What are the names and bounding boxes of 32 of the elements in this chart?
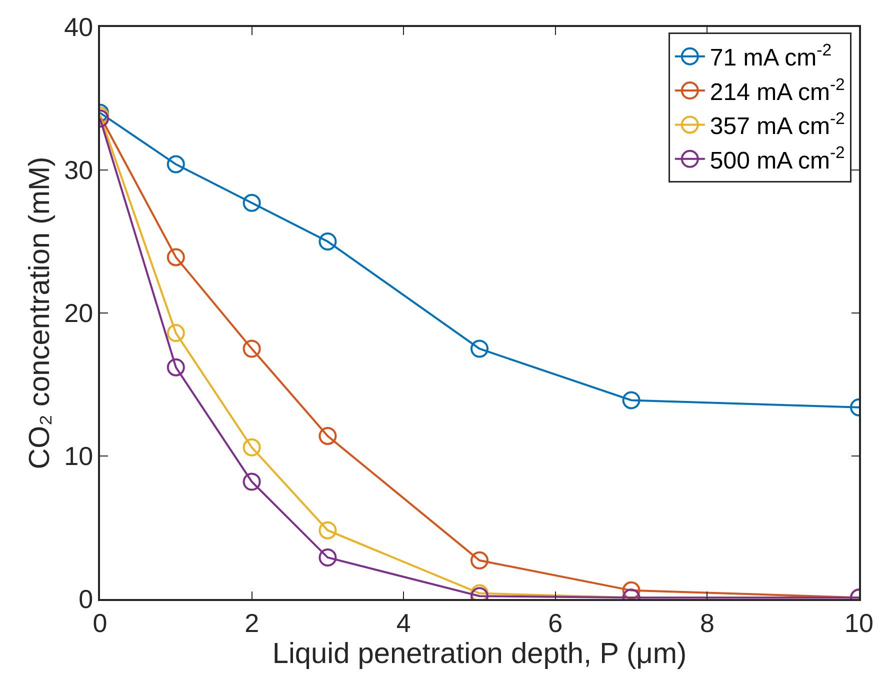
x-tick-label: 10 — [844, 608, 874, 638]
legend-label: 500 mA cm$^{-2}$ — [710, 143, 845, 174]
point — [242, 194, 261, 212]
point — [318, 548, 337, 567]
y-tick-label: 10 — [64, 441, 94, 472]
x-tick-label: 4 — [396, 608, 411, 638]
y-tick-label: 30 — [64, 155, 94, 186]
x-tick-label: 2 — [244, 608, 260, 638]
point — [470, 551, 488, 570]
point — [242, 340, 261, 358]
legend-label: 214 mA cm$^{-2}$ — [710, 74, 845, 106]
point — [166, 155, 185, 174]
point — [166, 248, 185, 266]
point — [318, 232, 337, 250]
point — [318, 521, 337, 540]
x-tick-label: 6 — [548, 608, 563, 638]
point — [242, 472, 261, 491]
point — [166, 358, 185, 376]
point — [166, 324, 185, 342]
point — [622, 581, 640, 599]
x-axis-title: Liquid penetration depth, P (μm) — [272, 638, 687, 670]
legend-label: 357 mA cm$^{-2}$ — [710, 109, 845, 140]
x-tick-label: 8 — [700, 608, 714, 638]
point — [622, 391, 640, 410]
y-tick-label: 0 — [78, 584, 94, 614]
point — [318, 426, 337, 445]
y-tick-label: 20 — [64, 298, 94, 328]
legend-label: 71 mA cm$^{-2}$ — [710, 40, 832, 72]
point — [242, 438, 261, 456]
point — [470, 340, 488, 358]
y-tick-label: 40 — [64, 12, 94, 42]
y-axis-title: CO₂ concentration (mM) — [24, 156, 56, 470]
